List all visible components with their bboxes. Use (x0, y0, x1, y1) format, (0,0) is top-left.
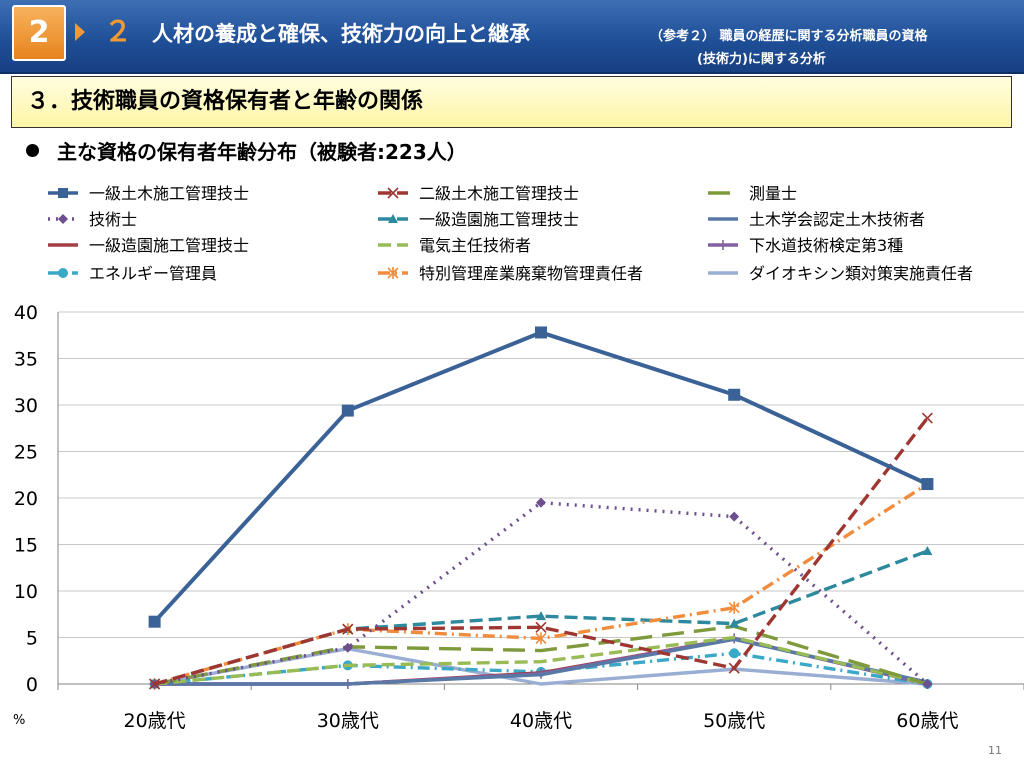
data-point (535, 621, 547, 633)
legend-label: 技術士 (89, 210, 137, 229)
legend-label: 土木学会認定土木技術者 (749, 210, 925, 229)
bullet-icon (26, 144, 39, 157)
legend-label: 二級土木施工管理技士 (419, 184, 579, 203)
data-point (536, 611, 546, 621)
x-tick-label: 50歳代 (703, 710, 765, 732)
chapter-badge: 2 (12, 5, 66, 61)
x-tick-label: 40歳代 (510, 710, 572, 732)
data-point (58, 188, 68, 198)
y-tick-label: 35 (14, 349, 38, 371)
series-line (154, 624, 928, 686)
data-point (729, 511, 740, 522)
x-tick-label: 60歳代 (896, 710, 958, 732)
header-divider (0, 72, 1024, 74)
section-heading-box: ３．技術職員の資格保有者と年齢の関係 (11, 76, 1012, 128)
data-point (58, 214, 68, 224)
legend-label: ダイオキシン類対策実施責任者 (749, 264, 973, 283)
page-title: 人材の養成と確保、技術力の向上と継承 (152, 22, 530, 46)
chevron-right-icon (75, 23, 85, 41)
data-point (387, 187, 399, 199)
bullet-text: 主な資格の保有者年齢分布（被験者:223人） (57, 140, 467, 164)
header-subtitle-line2: (技術力)に関する分析 (697, 52, 826, 67)
data-point (387, 267, 399, 279)
data-point (58, 268, 68, 278)
y-tick-label: 0 (26, 674, 38, 696)
y-axis-unit-label: % (13, 713, 25, 728)
legend-label: 電気主任技術者 (419, 236, 531, 255)
y-tick-label: 20 (14, 488, 38, 510)
legend-label: 一級造園施工管理技士 (89, 236, 249, 255)
data-point (728, 388, 741, 401)
data-point (718, 240, 728, 250)
data-point (342, 642, 353, 653)
data-point (729, 648, 740, 659)
y-tick-label: 10 (14, 581, 38, 603)
data-point (921, 412, 933, 424)
series-line (154, 635, 928, 686)
y-tick-label: 5 (26, 628, 38, 650)
legend-label: エネルギー管理員 (89, 264, 217, 283)
header-subtitle-line1: （参考２） 職員の経歴に関する分析職員の資格 (650, 29, 928, 44)
data-point (728, 601, 740, 614)
data-point (922, 679, 933, 689)
y-tick-label: 30 (14, 395, 38, 417)
section-heading: ３．技術職員の資格保有者と年齢の関係 (27, 89, 424, 114)
bullet-heading: 主な資格の保有者年齢分布（被験者:223人） (26, 136, 467, 168)
data-point (342, 623, 354, 635)
data-point (536, 497, 546, 508)
page-number: 11 (988, 744, 1002, 757)
series-line (154, 416, 929, 686)
data-point (728, 662, 740, 674)
series-line (154, 482, 929, 686)
y-tick-label: 25 (14, 442, 38, 464)
x-tick-label: 30歳代 (317, 710, 379, 732)
data-point (388, 214, 398, 223)
legend-label: 特別管理産業廃棄物管理責任者 (419, 264, 643, 283)
x-tick-label: 20歳代 (124, 710, 186, 732)
legend-label: 測量士 (749, 184, 797, 203)
data-point (535, 326, 547, 339)
legend-label: 一級土木施工管理技士 (89, 184, 249, 203)
data-point (729, 618, 740, 628)
data-point (149, 678, 161, 690)
data-point (148, 615, 161, 628)
data-point (341, 404, 354, 417)
data-point (535, 632, 547, 645)
section-number: ２ (104, 15, 133, 48)
legend-label: 一級造園施工管理技士 (419, 210, 579, 229)
y-tick-label: 40 (14, 302, 38, 324)
header-bar (0, 0, 1024, 74)
y-tick-label: 15 (14, 535, 38, 557)
data-point (921, 478, 934, 491)
series-line (153, 330, 929, 624)
legend-label: 下水道技術検定第3種 (749, 236, 903, 255)
data-point (922, 546, 933, 556)
